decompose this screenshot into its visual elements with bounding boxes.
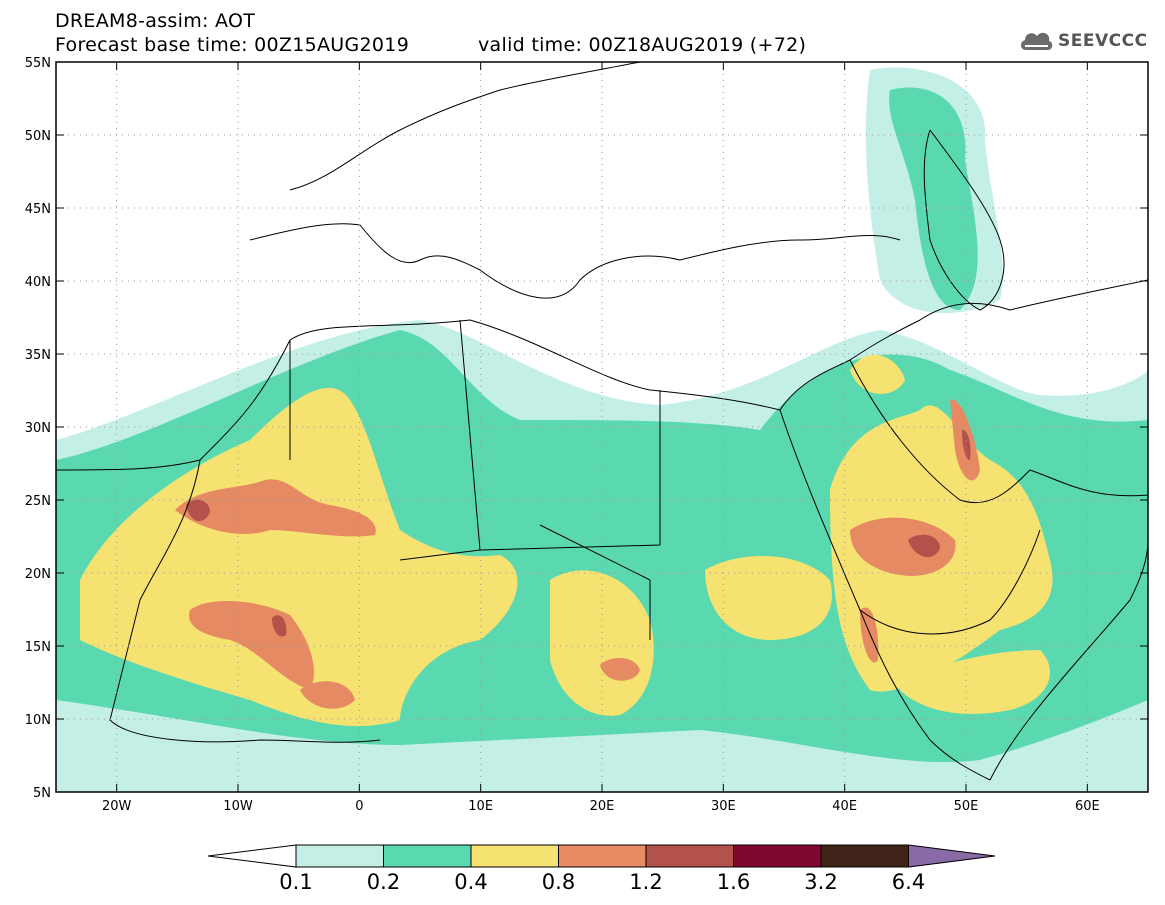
valid-time: valid time: 00Z18AUG2019 (+72): [478, 34, 807, 56]
colorbar-swatch: [820, 844, 909, 868]
colorbar-label: 0.1: [279, 870, 312, 894]
latitude-axis: 5N 10N 15N 20N 25N 30N 35N 40N 45N 50N 55N: [25, 56, 1148, 801]
colorbar-swatch: [733, 844, 822, 868]
colorbar-swatch: [558, 844, 647, 868]
colorbar-swatch: [295, 844, 384, 868]
lon-label: 10E: [468, 799, 493, 814]
lat-label: 35N: [25, 348, 51, 363]
lat-label: 10N: [25, 713, 51, 728]
lon-label: 20E: [590, 799, 615, 814]
colorbar-label: 0.4: [454, 870, 487, 894]
lat-label: 55N: [25, 56, 51, 71]
lat-label: 50N: [25, 129, 51, 144]
lat-label: 45N: [25, 202, 51, 217]
lat-label: 5N: [33, 786, 51, 801]
colorbar-swatch: [383, 844, 472, 868]
colorbar-max-arrow: [908, 844, 996, 868]
colorbar-swatch: [470, 844, 559, 868]
colorbar-label: 0.2: [367, 870, 400, 894]
lat-label: 40N: [25, 275, 51, 290]
model-title: DREAM8-assim: AOT: [55, 10, 256, 32]
logo-text: SEEVCCC: [1058, 31, 1148, 51]
lat-label: 25N: [25, 494, 51, 509]
lon-label: 30E: [711, 799, 736, 814]
colorbar-label: 0.8: [542, 870, 575, 894]
longitude-axis: 20W 10W 0 10E 20E 30E 40E 50E 60E: [102, 62, 1100, 814]
lon-label: 10W: [223, 799, 253, 814]
colorbar-label: 1.2: [629, 870, 662, 894]
lat-label: 30N: [25, 421, 51, 436]
coastlines: [56, 62, 1148, 781]
seevccc-logo: SEEVCCC: [1018, 24, 1158, 58]
colorbar-label: 3.2: [804, 870, 837, 894]
colorbar-min-arrow: [207, 844, 297, 868]
lon-label: 50E: [954, 799, 979, 814]
cloud-icon: [1020, 32, 1053, 50]
graticule: [56, 62, 1148, 792]
colorbar-label: 6.4: [892, 870, 925, 894]
colorbar: 0.1 0.2 0.4 0.8 1.2 1.6 3.2 6.4: [207, 844, 996, 894]
colorbar-label: 1.6: [717, 870, 750, 894]
lon-label: 20W: [102, 799, 132, 814]
lat-label: 20N: [25, 567, 51, 582]
lon-label: 40E: [832, 799, 857, 814]
colorbar-swatch: [645, 844, 734, 868]
lon-label: 60E: [1075, 799, 1100, 814]
lat-label: 15N: [25, 640, 51, 655]
lon-label: 0: [355, 799, 363, 814]
base-time: Forecast base time: 00Z15AUG2019: [55, 34, 410, 56]
